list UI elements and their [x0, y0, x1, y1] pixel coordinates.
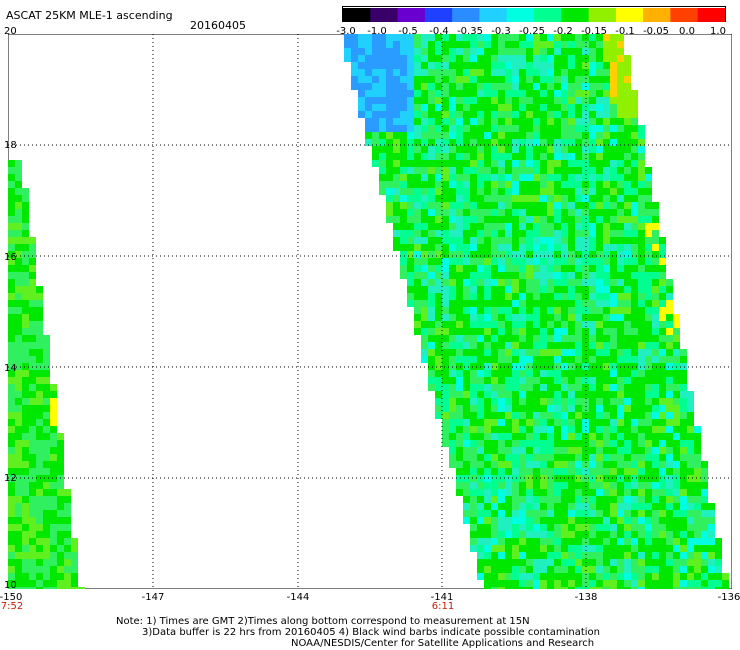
- graticule: [8, 34, 732, 589]
- lon-label: -144: [286, 592, 310, 603]
- note-line-3: NOAA/NESDIS/Center for Satellite Applica…: [291, 638, 595, 649]
- lat-label: 12: [4, 473, 17, 484]
- colorbar-swatch: [452, 8, 480, 22]
- lat-label: 18: [4, 140, 17, 151]
- colorbar-tick-label: -3.0: [336, 26, 356, 37]
- colorbar-swatch: [424, 8, 453, 22]
- colorbar-tick-label: 1.0: [710, 26, 726, 37]
- lon-label: -141: [430, 592, 454, 603]
- colorbar-tick-label: -0.2: [553, 26, 573, 37]
- colorbar-tick-label: 0.0: [679, 26, 695, 37]
- colorbar-swatch: [588, 8, 617, 22]
- lat-label: 10: [4, 580, 17, 591]
- swath-data: [8, 34, 729, 589]
- colorbar-swatch: [643, 8, 671, 22]
- colorbar-tick-label: -0.05: [643, 26, 669, 37]
- colorbar-swatch: [506, 8, 535, 22]
- colorbar-swatch: [534, 8, 562, 22]
- lon-label: -138: [574, 592, 598, 603]
- lat-label: 16: [4, 252, 17, 263]
- colorbar-tick-label: -0.1: [615, 26, 635, 37]
- time-label: 7:52: [0, 601, 24, 612]
- colorbar-swatch: [697, 8, 726, 22]
- colorbar-swatch: [343, 8, 371, 22]
- lon-label: -136: [717, 592, 740, 603]
- colorbar-tick-label: -0.3: [491, 26, 511, 37]
- colorbar-tick-label: -1.0: [367, 26, 387, 37]
- time-label: 6:11: [431, 601, 455, 612]
- swath-map: [8, 34, 732, 589]
- colorbar-swatch: [561, 8, 590, 22]
- colorbar-swatch: [479, 8, 508, 22]
- colorbar-swatch: [615, 8, 644, 22]
- colorbar-swatch: [370, 8, 399, 22]
- colorbar-swatch: [397, 8, 426, 22]
- product-title: ASCAT 25KM MLE-1 ascending: [6, 9, 173, 22]
- colorbar-tick-label: -0.4: [429, 26, 449, 37]
- colorbar: [342, 6, 726, 22]
- product-date: 20160405: [190, 19, 246, 32]
- lon-label: -147: [141, 592, 165, 603]
- lat-label: 20: [4, 26, 17, 37]
- colorbar-tick-label: -0.35: [457, 26, 483, 37]
- colorbar-tick-label: -0.25: [519, 26, 545, 37]
- lat-label: 14: [4, 363, 17, 374]
- lon-label: -150: [0, 592, 23, 603]
- colorbar-tick-label: -0.15: [581, 26, 607, 37]
- colorbar-swatches: [343, 8, 726, 22]
- note-line-1: Note: 1) Times are GMT 2)Times along bot…: [116, 616, 530, 627]
- colorbar-tick-label: -0.5: [398, 26, 418, 37]
- colorbar-swatch: [670, 8, 699, 22]
- note-line-2: 3)Data buffer is 22 hrs from 20160405 4)…: [142, 627, 600, 638]
